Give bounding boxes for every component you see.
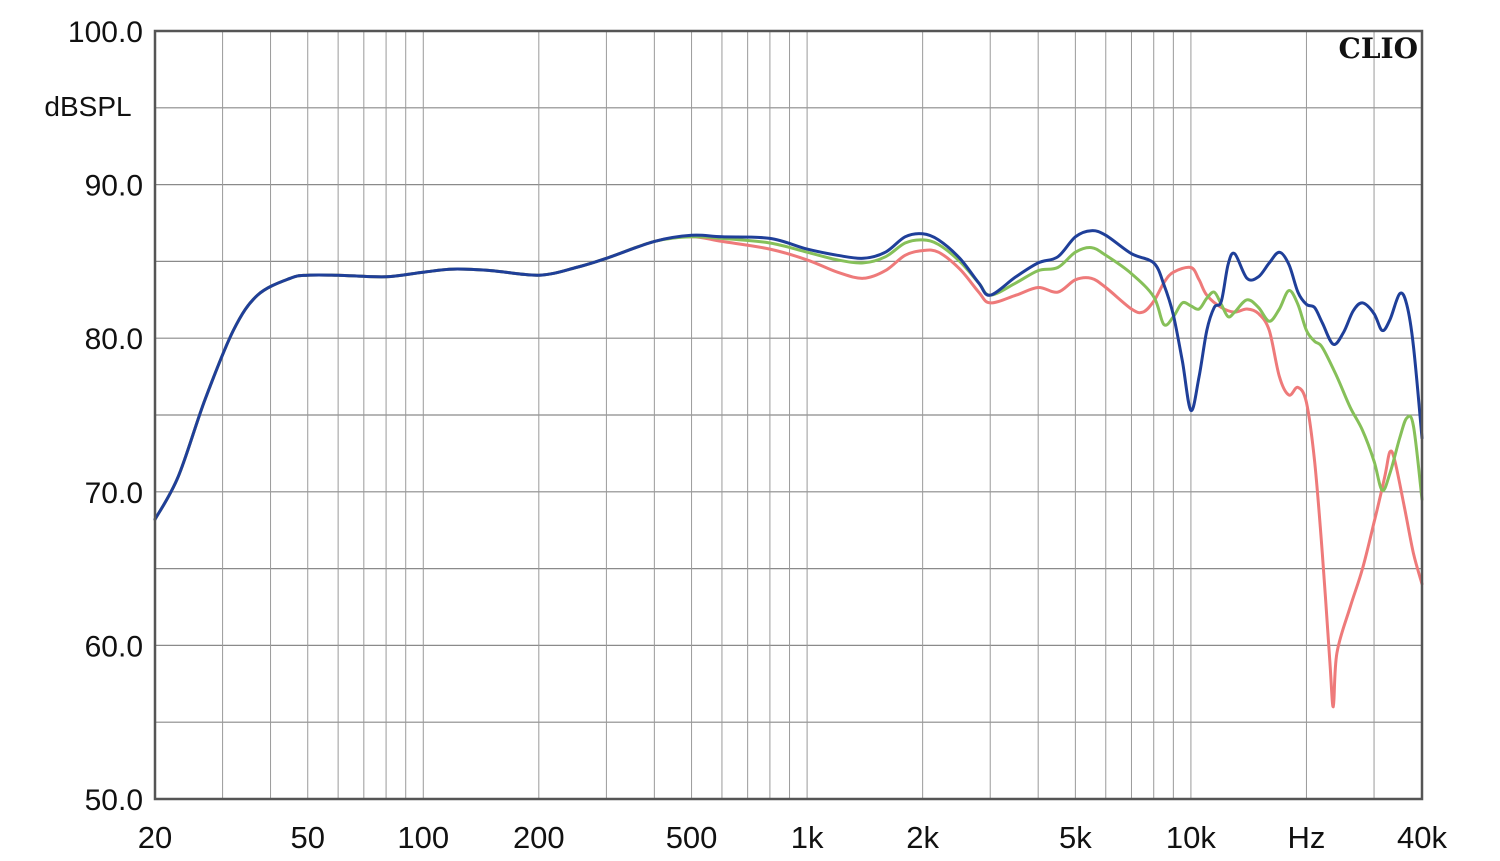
y-tick-label: 80.0 (85, 323, 143, 356)
x-tick-label: 5k (1059, 820, 1092, 855)
x-tick-label: 100 (397, 820, 449, 855)
y-tick-label: 60.0 (85, 630, 143, 663)
series-line-1 (153, 235, 1424, 709)
grid-lines (154, 30, 1423, 800)
x-tick-label: 10k (1166, 820, 1216, 855)
y-tick-label: 50.0 (85, 784, 143, 817)
x-tick-label: 200 (513, 820, 565, 855)
series-line-3 (153, 229, 1424, 521)
plot-frame (153, 29, 1424, 801)
x-tick-label: 1k (791, 820, 824, 855)
x-tick-label: 2k (906, 820, 939, 855)
x-tick-label: 50 (290, 820, 324, 855)
y-tick-label: 70.0 (85, 477, 143, 510)
y-tick-labels: 100.0 90.0 80.0 70.0 60.0 50.0 (68, 16, 143, 817)
x-tick-label: 40k (1397, 820, 1447, 855)
x-tick-label: Hz (1288, 820, 1326, 855)
y-tick-label: 100.0 (68, 16, 143, 49)
series-layer (153, 229, 1424, 709)
brand-logo: CLIO (1339, 32, 1418, 65)
y-tick-label: 90.0 (85, 170, 143, 203)
x-tick-label: 500 (666, 820, 718, 855)
x-tick-label: 20 (138, 820, 172, 855)
x-tick-labels: 20 50 100 200 500 1k 2k 5k 10k Hz 40k (138, 820, 1448, 855)
series-line-2 (153, 235, 1424, 521)
y-axis-unit: dBSPL (44, 91, 131, 122)
